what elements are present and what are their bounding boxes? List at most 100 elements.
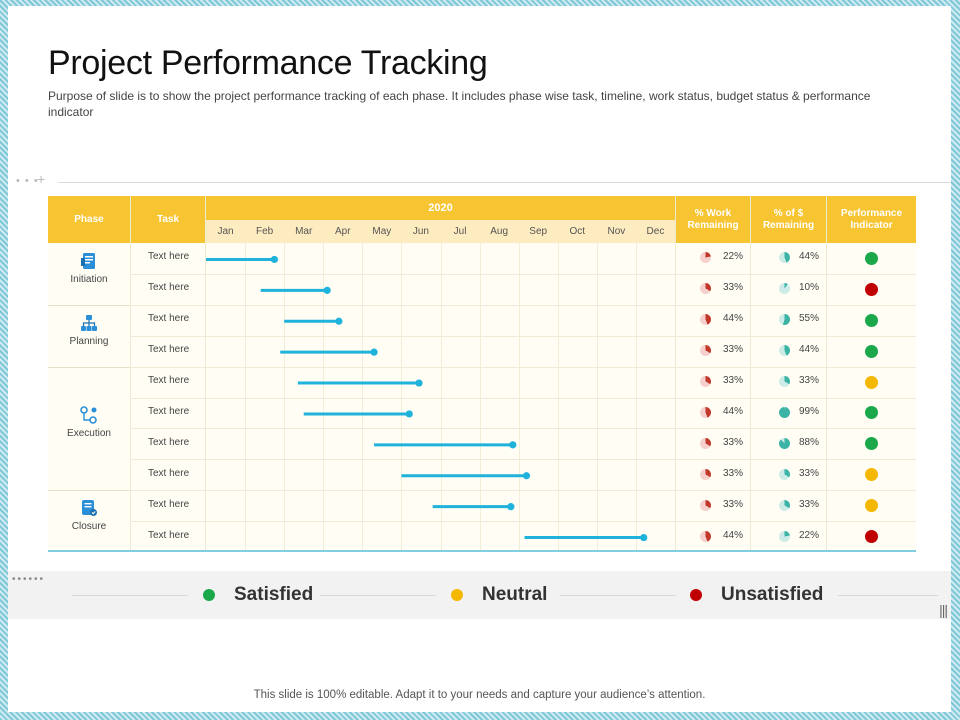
performance-indicator-dot — [865, 251, 878, 265]
budget-remaining-pie — [779, 468, 790, 480]
budget-remaining-value: 33% — [799, 467, 820, 479]
row-divider — [131, 490, 916, 492]
header-phase: Phase — [48, 196, 130, 243]
performance-indicator-dot — [865, 313, 878, 327]
legend-rule — [560, 595, 676, 596]
month-label: Jan — [217, 226, 234, 237]
month-label: Oct — [569, 226, 586, 237]
phase-divider — [48, 490, 130, 492]
work-remaining-pie — [700, 530, 711, 542]
work-remaining-value: 33% — [723, 344, 744, 356]
slide: Project Performance Tracking Purpose of … — [8, 6, 951, 712]
work-remaining-value: 33% — [723, 498, 744, 510]
work-remaining-value: 44% — [723, 529, 744, 541]
task-text: Text here — [148, 467, 190, 479]
month-label: Mar — [295, 226, 313, 237]
page-subtitle: Purpose of slide is to show the project … — [48, 89, 871, 119]
phase-label: Execution — [67, 428, 111, 440]
work-remaining-value: 33% — [723, 282, 744, 294]
budget-remaining-pie — [779, 314, 790, 326]
phase-label: Planning — [69, 335, 109, 347]
row-divider — [131, 366, 916, 368]
performance-indicator-dot — [865, 282, 878, 296]
header-year: 2020 — [206, 196, 675, 220]
gantt-bar-end-marker — [507, 503, 515, 511]
legend-rule — [838, 595, 938, 596]
header-budget-remaining: % of $ Remaining — [751, 196, 826, 243]
legend-dot-satisfied — [203, 589, 215, 601]
month-label: Jun — [412, 226, 429, 237]
task-text: Text here — [148, 344, 190, 356]
performance-indicator-dot — [865, 406, 878, 420]
page-title: Project Performance Tracking — [48, 44, 488, 82]
performance-indicator-dot — [865, 499, 878, 513]
gantt-bar-end-marker — [335, 317, 343, 325]
decor-plus: + — [37, 171, 46, 187]
column-divider — [130, 196, 131, 552]
header-months: Jan Feb Mar Apr May Jun Jul Aug Sep Oct Nov Dec — [206, 220, 675, 243]
gantt-bar-end-marker — [323, 286, 331, 294]
budget-remaining-value: 22% — [799, 529, 820, 541]
month-label: Sep — [529, 226, 548, 237]
row-divider — [131, 459, 916, 461]
task-text: Text here — [148, 375, 190, 387]
work-remaining-pie — [700, 314, 711, 326]
gantt-chart — [206, 255, 648, 542]
budget-remaining-value: 55% — [799, 313, 820, 325]
work-remaining-value: 44% — [723, 405, 744, 417]
legend: Satisfied Neutral Unsatisfied — [8, 571, 951, 619]
gantt-bar-end-marker — [270, 255, 278, 264]
budget-remaining-value: 33% — [799, 375, 820, 387]
table-bottom-rule — [48, 550, 916, 552]
performance-indicator-dot — [865, 468, 878, 482]
work-remaining-value: 33% — [723, 375, 744, 387]
task-text: Text here — [148, 251, 190, 263]
work-remaining-value: 33% — [723, 436, 744, 448]
row-divider — [131, 521, 916, 523]
row-divider — [131, 304, 916, 306]
header-task: Task — [131, 196, 205, 243]
phase-label: Closure — [71, 521, 107, 533]
budget-remaining-pie — [779, 345, 790, 357]
phase-divider — [48, 366, 130, 368]
row-divider — [131, 335, 916, 337]
budget-remaining-value: 33% — [799, 498, 820, 510]
header-performance-indicator: Performance Indicator — [827, 196, 916, 243]
work-remaining-pie — [700, 345, 711, 357]
row-divider — [131, 428, 916, 430]
task-text: Text here — [148, 529, 190, 541]
footer-note: This slide is 100% editable. Adapt it to… — [253, 689, 706, 701]
task-text: Text here — [148, 436, 190, 448]
tracking-table: Phase Task 2020 Jan Feb Mar Apr May Jun Jul Aug… — [48, 196, 916, 552]
gantt-bar-end-marker — [405, 410, 413, 418]
legend-rule — [72, 595, 188, 596]
budget-remaining-value: 88% — [799, 436, 820, 448]
phase-label: Initiation — [70, 273, 108, 285]
gantt-bar-end-marker — [522, 472, 531, 480]
legend-dot-neutral — [451, 589, 463, 601]
column-divider — [826, 196, 827, 552]
performance-indicator-dot — [865, 530, 878, 544]
legend-label-neutral: Neutral — [482, 584, 548, 605]
column-divider — [750, 196, 751, 552]
gantt-bar-end-marker — [509, 441, 517, 449]
budget-remaining-pie — [779, 530, 790, 542]
header-work-remaining: % Work Remaining — [676, 196, 750, 243]
workflow-icon — [80, 406, 98, 425]
org-chart-icon — [80, 314, 98, 332]
task-text: Text here — [148, 498, 190, 510]
row-divider — [131, 273, 916, 275]
budget-remaining-pie — [779, 437, 790, 449]
month-label: Jul — [453, 226, 467, 237]
budget-remaining-pie — [779, 252, 790, 264]
work-remaining-pie — [700, 406, 711, 418]
work-remaining-pie — [700, 468, 711, 480]
task-text: Text here — [148, 313, 190, 325]
document-icon — [80, 252, 98, 270]
legend-dot-unsatisfied — [690, 589, 702, 601]
budget-remaining-pie — [779, 406, 790, 418]
month-label: Nov — [607, 226, 626, 237]
task-text: Text here — [148, 405, 190, 417]
work-remaining-value: 22% — [723, 251, 744, 263]
legend-rule — [320, 595, 436, 596]
